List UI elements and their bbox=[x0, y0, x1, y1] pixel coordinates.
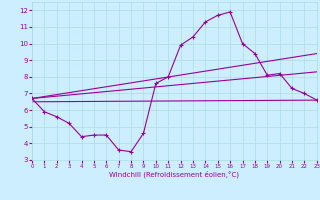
X-axis label: Windchill (Refroidissement éolien,°C): Windchill (Refroidissement éolien,°C) bbox=[109, 171, 239, 178]
